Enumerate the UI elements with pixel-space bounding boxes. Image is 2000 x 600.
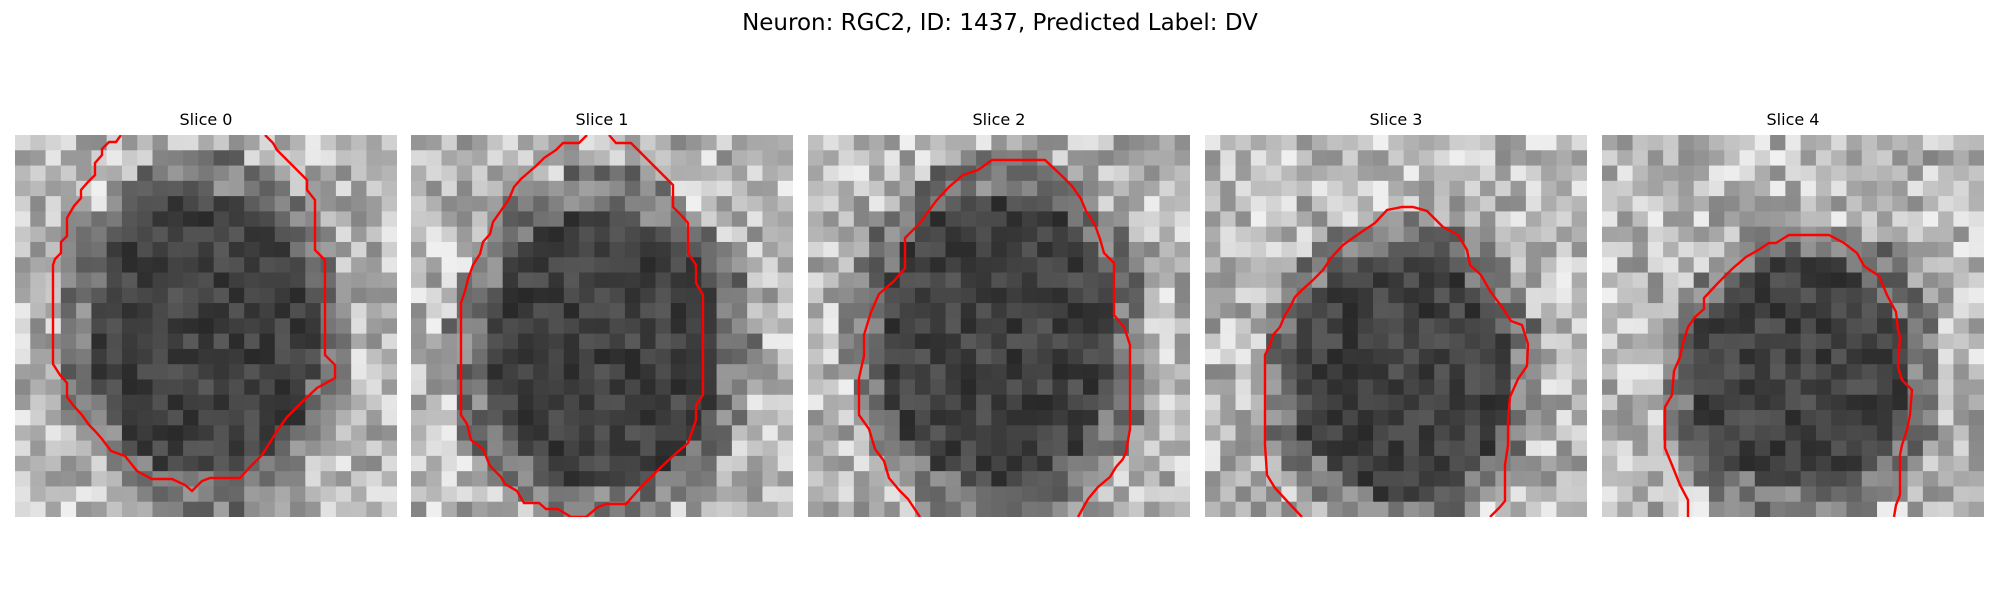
- texture-grid: [1602, 135, 1984, 517]
- texture-grid: [411, 135, 793, 517]
- slice-svg-0: [15, 135, 397, 517]
- slice-panel-1: Slice 1: [411, 110, 793, 522]
- slice-svg-4: [1602, 135, 1984, 517]
- segmentation-contour: [51, 135, 337, 493]
- slice-image-2: [808, 135, 1190, 517]
- slice-title-1: Slice 1: [575, 110, 629, 129]
- texture-grid: [808, 135, 1190, 517]
- slice-panel-4: Slice 4: [1602, 110, 1984, 522]
- slice-title-2: Slice 2: [972, 110, 1026, 129]
- slice-title-4: Slice 4: [1766, 110, 1820, 129]
- slice-image-0: [15, 135, 397, 517]
- segmentation-contour: [1263, 205, 1530, 517]
- figure-title: Neuron: RGC2, ID: 1437, Predicted Label:…: [742, 10, 1258, 36]
- slice-image-4: [1602, 135, 1984, 517]
- slice-svg-2: [808, 135, 1190, 517]
- segmentation-contour: [1663, 233, 1914, 517]
- slice-svg-3: [1205, 135, 1587, 517]
- slice-panel-2: Slice 2: [808, 110, 1190, 522]
- slice-title-3: Slice 3: [1369, 110, 1423, 129]
- texture-grid: [15, 135, 397, 517]
- segmentation-contour: [857, 158, 1132, 517]
- segmentation-contour: [459, 135, 705, 517]
- slice-image-1: [411, 135, 793, 517]
- slice-panel-3: Slice 3: [1205, 110, 1587, 522]
- slice-svg-1: [411, 135, 793, 517]
- slice-image-3: [1205, 135, 1587, 517]
- slice-panel-0: Slice 0: [15, 110, 397, 522]
- slice-title-0: Slice 0: [179, 110, 233, 129]
- texture-grid: [1205, 135, 1587, 517]
